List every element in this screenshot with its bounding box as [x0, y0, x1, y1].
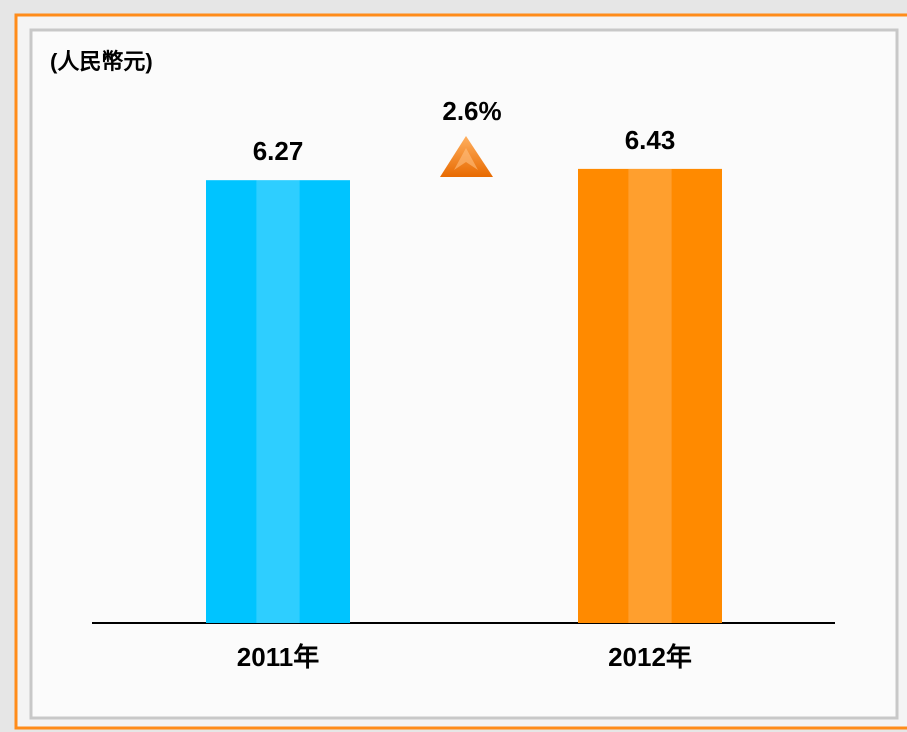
- annotation: 2.6%: [442, 96, 501, 126]
- bar: [206, 180, 350, 623]
- value-label: 6.27: [253, 136, 304, 166]
- panel: [29, 28, 899, 720]
- bar: [578, 168, 722, 623]
- value-label: 6.43: [625, 125, 676, 155]
- x-tick-label: 2012年: [608, 642, 692, 672]
- up-arrow-highlight: [454, 148, 478, 170]
- bar-sheen: [628, 168, 672, 623]
- bar-sheen: [256, 180, 300, 623]
- y-axis-label: (人民幣元): [50, 49, 153, 74]
- x-tick-label: 2011年: [237, 642, 319, 672]
